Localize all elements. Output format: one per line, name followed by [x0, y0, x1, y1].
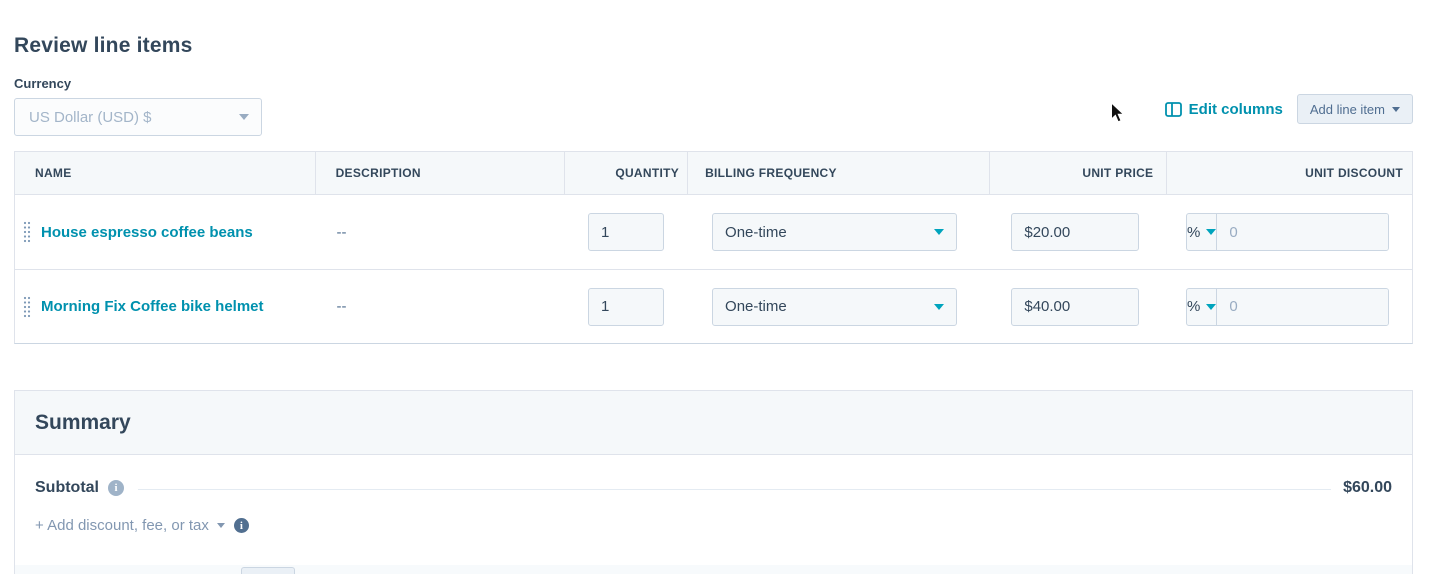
edit-columns-label: Edit columns: [1188, 100, 1283, 118]
discount-unit-select[interactable]: %: [1187, 288, 1218, 325]
unit-discount-group: %: [1186, 287, 1390, 326]
info-icon[interactable]: i: [108, 480, 124, 496]
line-items-table: NAME DESCRIPTION QUANTITY BILLING FREQUE…: [14, 151, 1413, 344]
unit-discount-group: %: [1186, 213, 1390, 251]
chevron-down-icon: [1206, 303, 1217, 310]
discount-unit-value: %: [1187, 223, 1201, 241]
unit-price-input[interactable]: [1011, 213, 1140, 251]
chevron-down-icon: [239, 114, 249, 120]
currency-select[interactable]: US Dollar (USD) $: [14, 98, 262, 136]
line-item-name-link[interactable]: Morning Fix Coffee bike helmet: [41, 298, 264, 315]
header-unit-discount: UNIT DISCOUNT: [1166, 152, 1412, 194]
line-item-description: --: [336, 223, 347, 241]
leader-line: [138, 488, 1332, 490]
header-unit-price: UNIT PRICE: [988, 152, 1167, 194]
add-discount-row: + Add discount, fee, or tax i: [15, 497, 1412, 534]
header-quantity: QUANTITY: [564, 152, 687, 194]
subtotal-value: $60.00: [1343, 479, 1392, 496]
discount-value-input[interactable]: [1217, 288, 1389, 325]
billing-frequency-value: One-time: [725, 298, 787, 315]
billing-frequency-select[interactable]: One-time: [712, 213, 958, 251]
summary-header: Summary: [15, 391, 1412, 455]
header-description: DESCRIPTION: [314, 152, 565, 194]
chevron-down-icon: [934, 229, 945, 235]
table-row: Morning Fix Coffee bike helmet -- One-ti…: [15, 269, 1412, 343]
quantity-input[interactable]: [588, 213, 665, 251]
summary-panel: Summary Subtotal i $60.00 + Add discount…: [14, 390, 1413, 574]
table-header-row: NAME DESCRIPTION QUANTITY BILLING FREQUE…: [15, 152, 1412, 195]
discount-unit-select[interactable]: %: [1187, 214, 1218, 250]
billing-frequency-select[interactable]: One-time: [712, 287, 958, 326]
currency-label: Currency: [14, 76, 72, 91]
cutoff-section: [15, 565, 1412, 574]
drag-handle-icon[interactable]: [23, 221, 31, 243]
header-billing-frequency: BILLING FREQUENCY: [687, 152, 989, 194]
subtotal-row: Subtotal i $60.00: [15, 455, 1412, 497]
add-discount-label: + Add discount, fee, or tax: [35, 517, 209, 534]
chevron-down-icon: [934, 303, 945, 310]
quantity-input[interactable]: [588, 287, 665, 326]
currency-select-value: US Dollar (USD) $: [29, 108, 152, 126]
add-line-item-label: Add line item: [1309, 101, 1385, 117]
discount-value-input[interactable]: [1217, 214, 1389, 250]
edit-columns-button[interactable]: Edit columns: [1164, 100, 1283, 118]
chevron-down-icon: [216, 523, 225, 528]
drag-handle-icon[interactable]: [23, 296, 31, 318]
add-discount-link[interactable]: + Add discount, fee, or tax: [35, 517, 225, 534]
billing-frequency-value: One-time: [725, 223, 787, 241]
discount-unit-value: %: [1187, 298, 1201, 315]
line-item-name-link[interactable]: House espresso coffee beans: [41, 223, 253, 241]
summary-title: Summary: [35, 410, 131, 434]
info-icon[interactable]: i: [233, 518, 249, 533]
partial-button-cutoff[interactable]: [241, 567, 295, 574]
add-line-item-button[interactable]: Add line item: [1296, 94, 1413, 124]
line-item-description: --: [336, 298, 347, 315]
subtotal-label: Subtotal: [35, 479, 99, 496]
header-name: NAME: [35, 166, 72, 180]
page-header: Review line items Currency US Dollar (US…: [0, 0, 1430, 136]
columns-icon: [1164, 101, 1182, 117]
table-row: House espresso coffee beans -- One-time: [15, 195, 1412, 269]
chevron-down-icon: [1392, 106, 1400, 112]
unit-price-input[interactable]: [1011, 287, 1140, 326]
header-actions: Edit columns Add line item: [1164, 94, 1413, 124]
page-title: Review line items: [14, 34, 193, 57]
chevron-down-icon: [1206, 229, 1217, 235]
